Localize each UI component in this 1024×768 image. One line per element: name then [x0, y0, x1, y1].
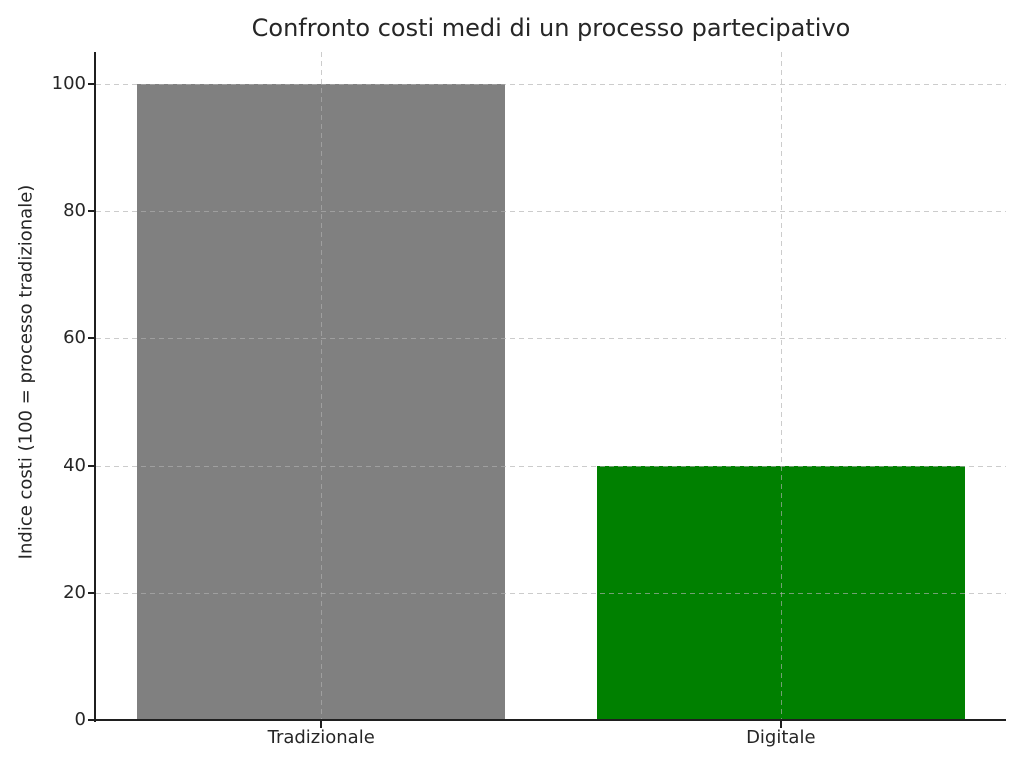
y-tick-mark: [88, 82, 95, 85]
plot-area: [96, 52, 1006, 720]
gridline-y-60: [96, 338, 1006, 340]
y-tick-label: 40: [63, 454, 86, 476]
x-tick-label-tradizionale: Tradizionale: [267, 727, 375, 748]
y-tick-label: 20: [63, 581, 86, 603]
y-tick-mark: [88, 210, 95, 213]
y-tick-label: 0: [74, 709, 86, 730]
y-tick-label: 80: [63, 200, 86, 222]
gridline-x-0: [321, 52, 323, 720]
gridline-x-1: [780, 52, 782, 720]
y-axis-label: Indice costi (100 = processo tradizional…: [15, 184, 37, 560]
chart-title: Confronto costi medi di un processo part…: [251, 14, 851, 42]
x-axis-spine: [94, 719, 1006, 721]
gridline-y-20: [96, 592, 1006, 594]
y-axis-spine: [94, 52, 96, 722]
y-tick-mark: [88, 464, 95, 467]
y-tick-mark: [88, 719, 95, 721]
gridline-y-80: [96, 211, 1006, 213]
x-tick-label-digitale: Digitale: [746, 727, 816, 748]
gridline-y-40: [96, 465, 1006, 467]
y-tick-label: 60: [63, 327, 86, 349]
x-tick-mark: [320, 721, 323, 728]
y-tick-mark: [88, 591, 95, 594]
x-tick-mark: [779, 721, 782, 728]
y-tick-label: 100: [51, 72, 86, 94]
gridline-y-100: [96, 83, 1006, 85]
y-tick-mark: [88, 337, 95, 340]
